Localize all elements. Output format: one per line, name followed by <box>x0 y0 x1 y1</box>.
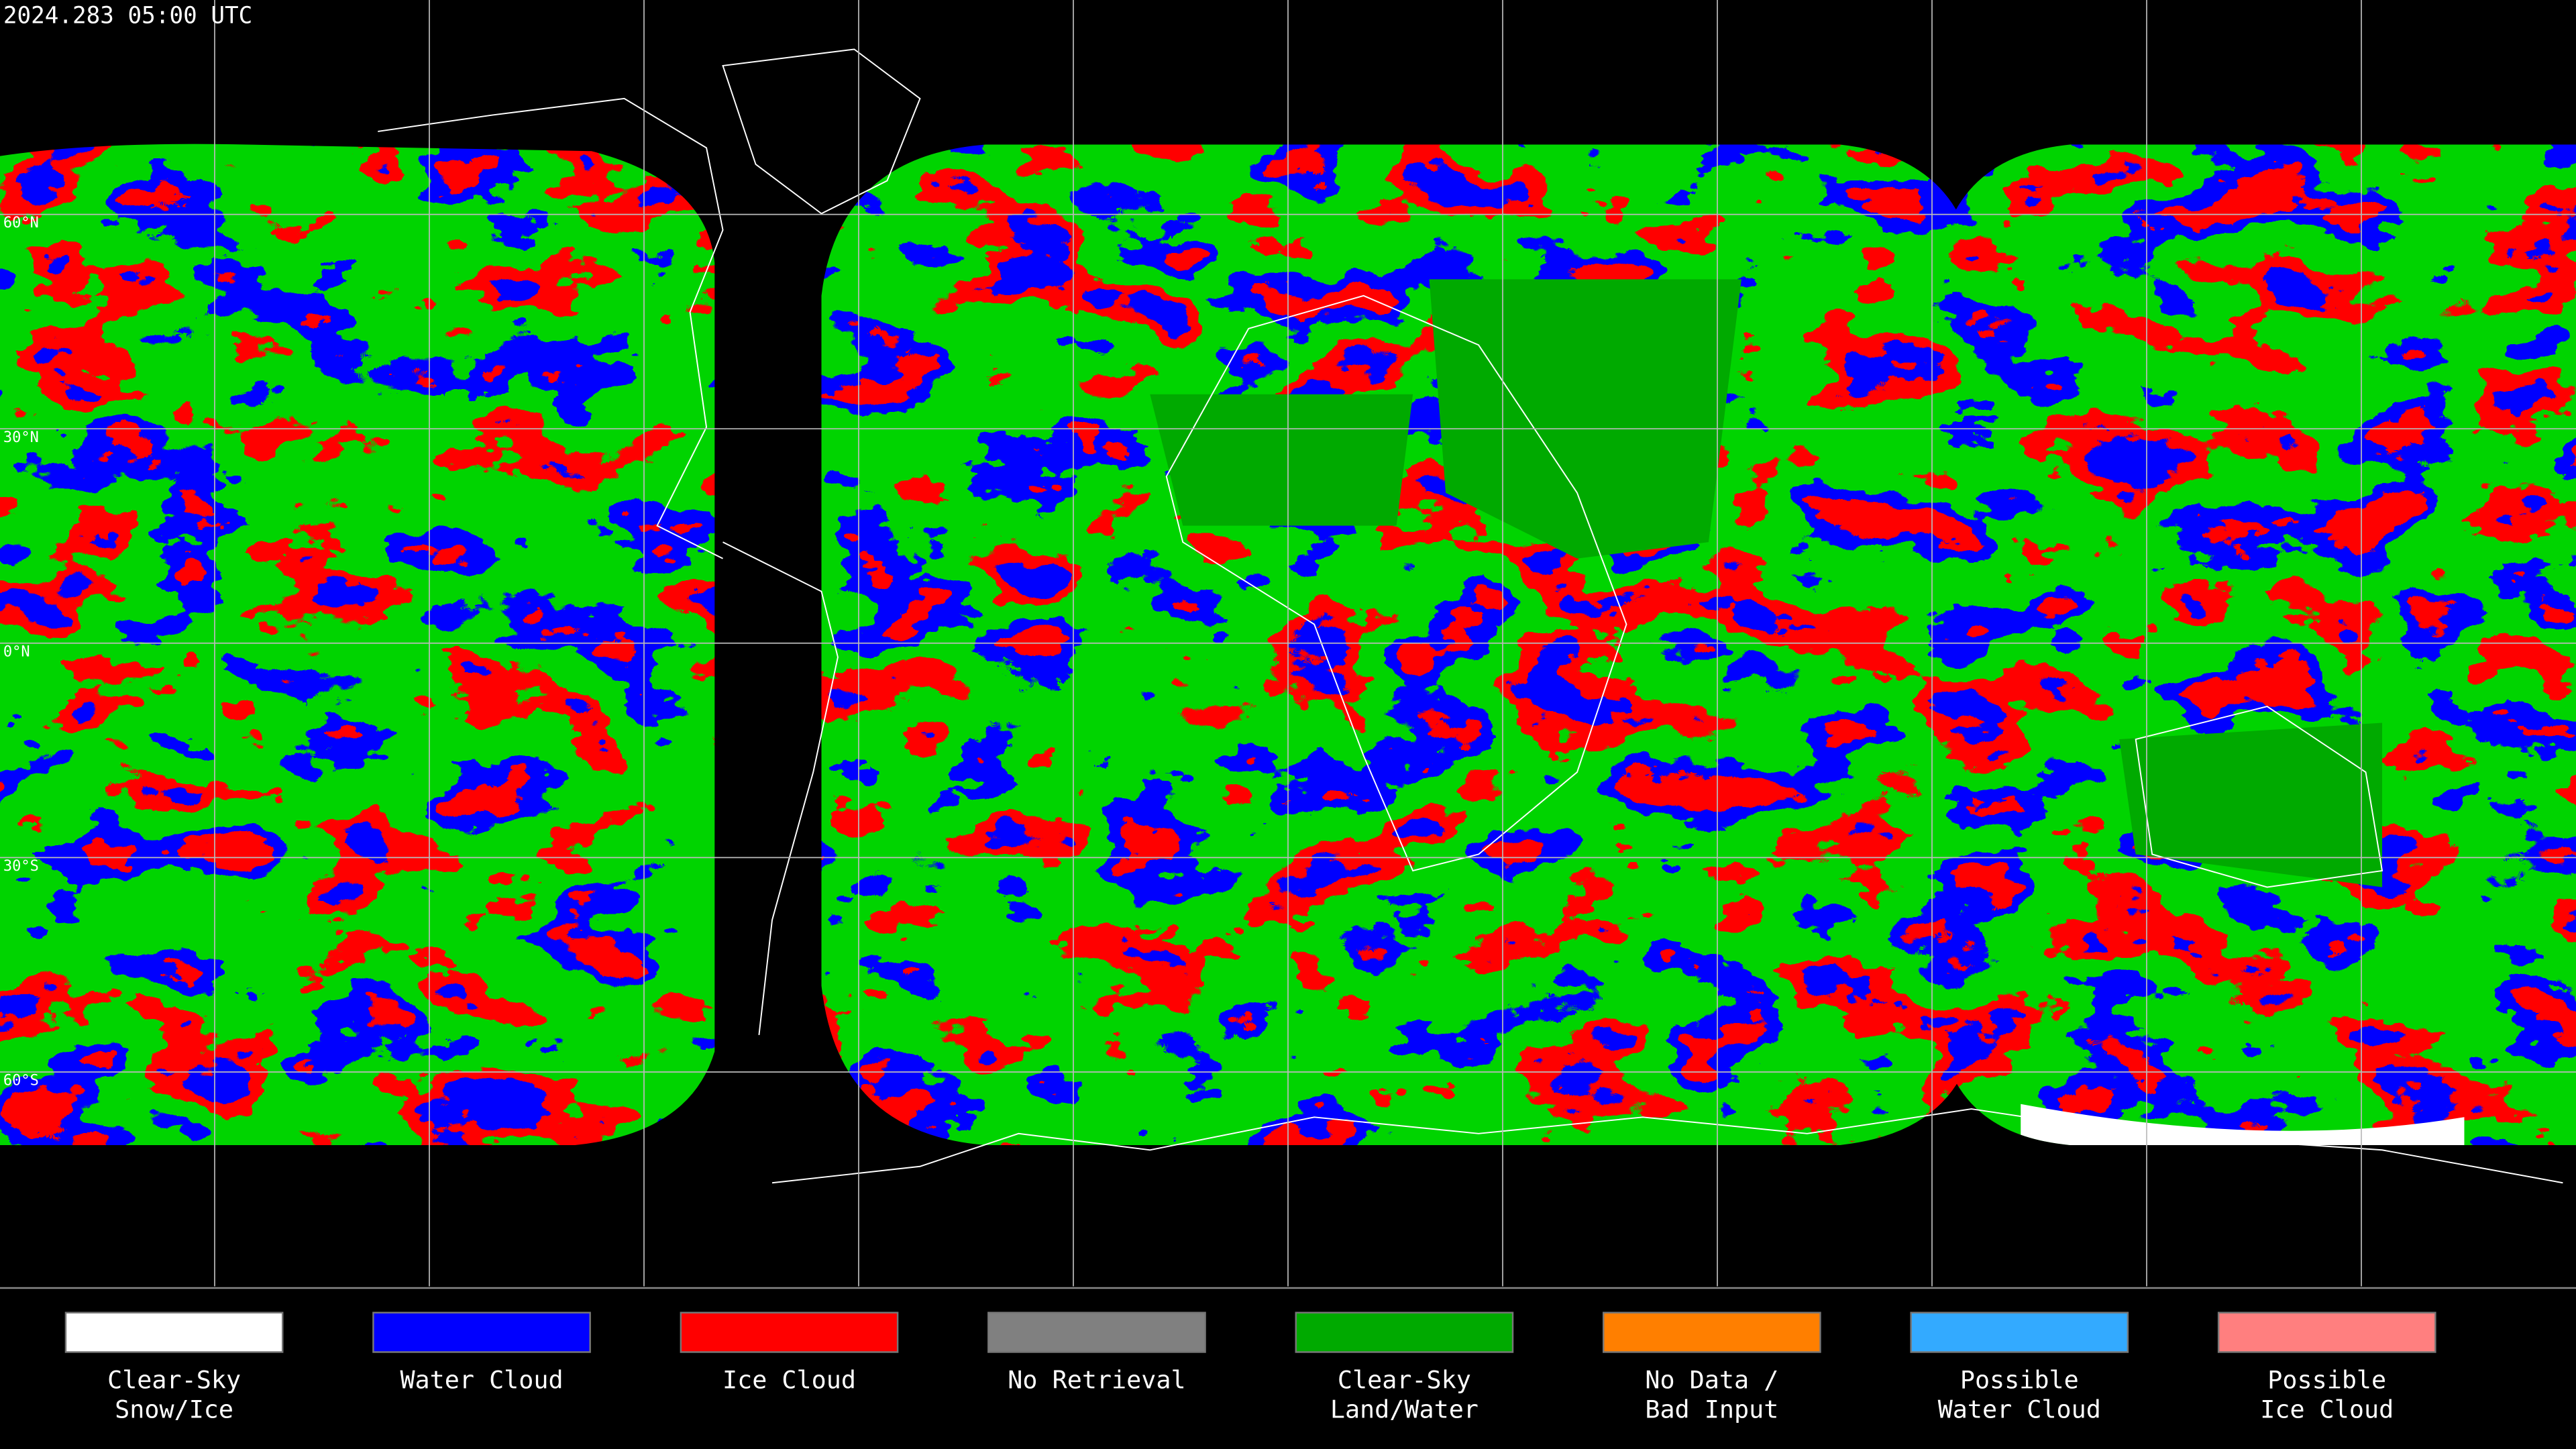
legend-label: Snow/Ice <box>115 1395 233 1424</box>
legend-label: Ice Cloud <box>722 1365 856 1394</box>
legend-label: Clear-Sky <box>1338 1365 1471 1394</box>
snow-ice <box>2021 1104 2465 1145</box>
legend-label: Ice Cloud <box>2260 1395 2394 1424</box>
legend-label: Land/Water <box>1330 1395 1479 1424</box>
coastline <box>771 1108 2563 1184</box>
legend-swatch <box>64 1311 284 1353</box>
latitude-label: 60°S <box>3 1073 39 1089</box>
latitude-labels: 60°N 30°N 0°N 30°S 60°S <box>3 215 39 1089</box>
legend-swatch <box>1295 1311 1514 1353</box>
legend-label: Water Cloud <box>1938 1395 2101 1424</box>
coastline <box>378 97 724 559</box>
legend-label: Water Cloud <box>400 1365 563 1394</box>
legend-label: Bad Input <box>1645 1395 1778 1424</box>
coastline <box>2135 706 2383 888</box>
graticule <box>0 0 2576 1287</box>
latitude-label: 60°N <box>3 215 39 231</box>
clear-land <box>1429 279 1741 559</box>
latitude-label: 0°N <box>3 643 30 660</box>
legend-swatch <box>1910 1311 2129 1353</box>
legend-swatch <box>372 1311 591 1353</box>
legend-swatch <box>987 1311 1206 1353</box>
legend-swatch <box>680 1311 899 1353</box>
legend-swatch <box>2217 1311 2436 1353</box>
coastlines <box>378 48 2563 1184</box>
clear-land <box>1150 394 1413 526</box>
clear-land <box>2119 722 2383 888</box>
coastline <box>722 541 839 1035</box>
legend-label: Possible <box>2267 1365 2386 1394</box>
coastline <box>722 48 921 215</box>
latitude-label: 30°N <box>3 429 39 446</box>
legend-label: No Retrieval <box>1008 1365 1185 1394</box>
legend-label: Possible <box>1960 1365 2079 1394</box>
latitude-label: 30°S <box>3 858 39 875</box>
legend-label: No Data / <box>1645 1365 1778 1394</box>
legend-label: Clear-Sky <box>107 1365 241 1394</box>
timestamp: 2024.283 05:00 UTC <box>3 2 252 29</box>
coastline <box>1165 294 1627 872</box>
legend-swatch <box>1602 1311 1821 1353</box>
